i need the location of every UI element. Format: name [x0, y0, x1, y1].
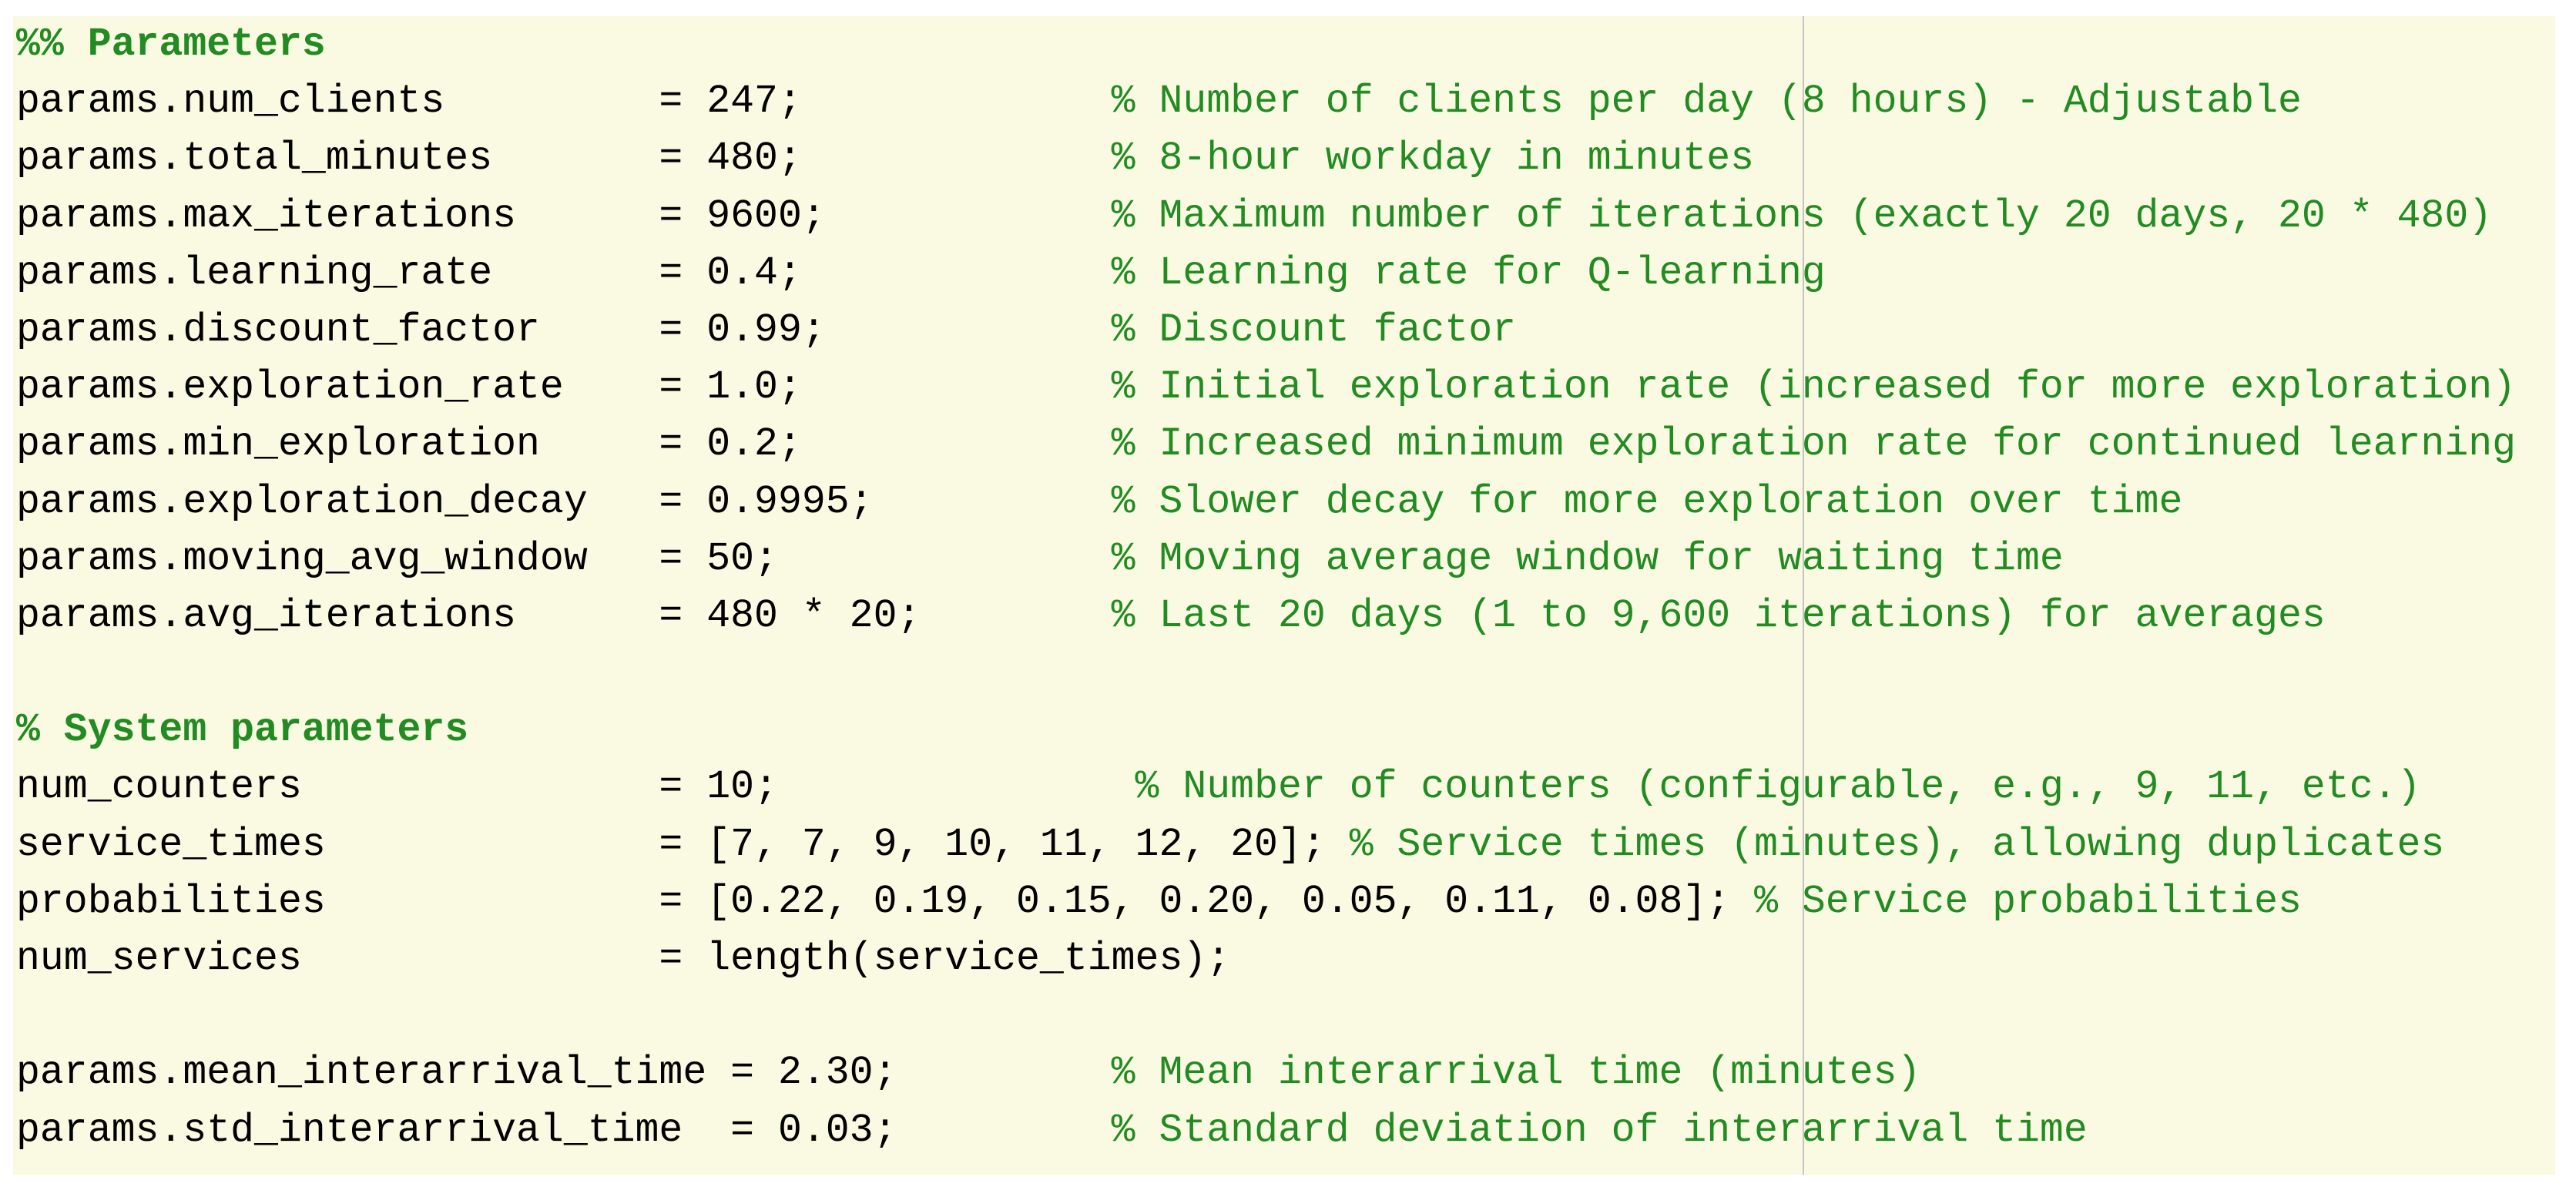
comment-text: % Maximum number of iterations (exactly … — [1111, 193, 2493, 239]
code-line: params.discount_factor = 0.99; % Discoun… — [16, 302, 2516, 359]
code-line: params.moving_avg_window = 50; % Moving … — [16, 531, 2516, 588]
code-line: params.std_interarrival_time = 0.03; % S… — [16, 1102, 2516, 1159]
code-text: service_times = [7, 7, 9, 10, 11, 12, 20… — [16, 822, 1350, 867]
comment-text: % Moving average window for waiting time — [1111, 536, 2064, 582]
comment-text: % Number of clients per day (8 hours) - … — [1111, 79, 2302, 125]
comment-text: % Standard deviation of interarrival tim… — [1111, 1108, 2088, 1153]
code-line: % System parameters — [16, 702, 2516, 759]
code-text: params.exploration_decay = 0.9995; — [16, 479, 1112, 525]
comment-text: % Increased minimum exploration rate for… — [1111, 422, 2517, 468]
comment-text: % Initial exploration rate (increased fo… — [1111, 365, 2517, 411]
code-line: params.num_clients = 247; % Number of cl… — [16, 73, 2516, 130]
comment-text: % Discount factor — [1111, 307, 1517, 353]
code-line: service_times = [7, 7, 9, 10, 11, 12, 20… — [16, 816, 2516, 873]
code-text: params.exploration_rate = 1.0; — [16, 365, 1112, 411]
code-line: params.exploration_decay = 0.9995; % Slo… — [16, 474, 2516, 531]
code-text: params.min_exploration = 0.2; — [16, 422, 1112, 468]
code-line: params.min_exploration = 0.2; % Increase… — [16, 416, 2516, 473]
right-margin-line — [1803, 16, 1804, 1175]
code-text: params.discount_factor = 0.99; — [16, 307, 1112, 353]
code-text: params.mean_interarrival_time = 2.30; — [16, 1051, 1112, 1096]
code-text: params.total_minutes = 480; — [16, 136, 1112, 182]
code-line: params.mean_interarrival_time = 2.30; % … — [16, 1044, 2516, 1101]
section-comment: % System parameters — [16, 708, 469, 753]
code-line: params.exploration_rate = 1.0; % Initial… — [16, 359, 2516, 416]
code-text: num_counters = 10; — [16, 765, 1135, 810]
code-line: params.learning_rate = 0.4; % Learning r… — [16, 245, 2516, 302]
comment-text: % Slower decay for more exploration over… — [1111, 479, 2183, 525]
comment-text: % Learning rate for Q-learning — [1111, 250, 1826, 296]
comment-text: % Service times (minutes), allowing dupl… — [1349, 822, 2445, 867]
blank-line — [16, 645, 2516, 702]
code-text: params.num_clients = 247; — [16, 79, 1112, 125]
code-text: params.avg_iterations = 480 * 20; — [16, 593, 1112, 639]
code-line: probabilities = [0.22, 0.19, 0.15, 0.20,… — [16, 873, 2516, 930]
code-body: %% Parameters params.num_clients = 247; %… — [16, 16, 2516, 1159]
code-text: params.learning_rate = 0.4; — [16, 250, 1112, 296]
comment-text: % Last 20 days (1 to 9,600 iterations) f… — [1111, 593, 2326, 639]
section-comment: %% Parameters — [16, 22, 326, 67]
code-line: num_counters = 10; % Number of counters … — [16, 759, 2516, 816]
code-text: params.moving_avg_window = 50; — [16, 536, 1112, 582]
comment-text: % Service probabilities — [1754, 879, 2302, 924]
code-line: params.total_minutes = 480; % 8-hour wor… — [16, 130, 2516, 187]
code-editor: %% Parameters params.num_clients = 247; %… — [13, 16, 2555, 1175]
comment-text: % Mean interarrival time (minutes) — [1111, 1051, 1921, 1096]
comment-text: % Number of counters (configurable, e.g.… — [1135, 765, 2421, 810]
code-text: num_services = length(service_times); — [16, 937, 1231, 981]
code-line: num_services = length(service_times); — [16, 930, 2516, 987]
blank-line — [16, 987, 2516, 1044]
code-line: params.max_iterations = 9600; % Maximum … — [16, 188, 2516, 245]
code-line: %% Parameters — [16, 16, 2516, 73]
code-text: params.std_interarrival_time = 0.03; — [16, 1108, 1112, 1153]
code-line: params.avg_iterations = 480 * 20; % Last… — [16, 588, 2516, 645]
code-text: probabilities = [0.22, 0.19, 0.15, 0.20,… — [16, 879, 1755, 924]
code-text: params.max_iterations = 9600; — [16, 193, 1112, 239]
comment-text: % 8-hour workday in minutes — [1111, 136, 1755, 182]
